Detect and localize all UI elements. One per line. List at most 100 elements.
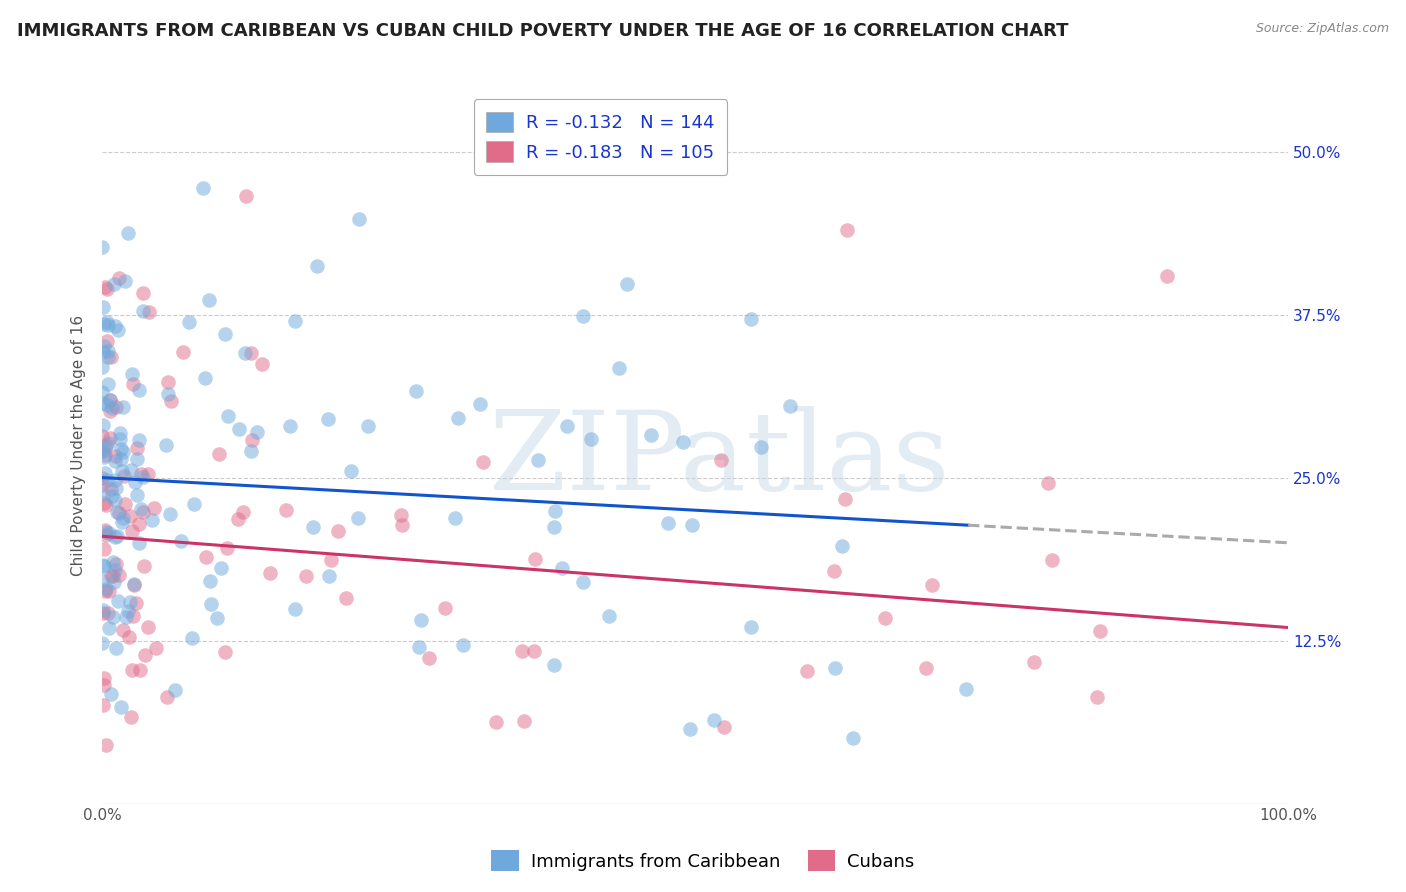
- Point: [183, 497, 205, 511]
- Point: [93, 444, 115, 458]
- Point: [94, 466, 117, 480]
- Point: [703, 713, 725, 727]
- Point: [91, 418, 114, 433]
- Point: [93, 678, 115, 692]
- Point: [91, 345, 114, 359]
- Point: [96, 334, 118, 348]
- Point: [526, 452, 548, 467]
- Point: [214, 645, 236, 659]
- Point: [200, 597, 222, 611]
- Point: [91, 428, 114, 442]
- Point: [98, 404, 121, 418]
- Point: [94, 448, 117, 462]
- Point: [97, 584, 120, 599]
- Point: [921, 578, 943, 592]
- Point: [131, 502, 153, 516]
- Point: [159, 507, 181, 521]
- Point: [91, 359, 114, 374]
- Point: [121, 663, 143, 677]
- Point: [418, 651, 440, 665]
- Point: [226, 512, 249, 526]
- Point: [444, 510, 467, 524]
- Point: [111, 515, 134, 529]
- Point: [107, 505, 129, 519]
- Point: [94, 280, 117, 294]
- Point: [295, 568, 318, 582]
- Point: [232, 505, 254, 519]
- Point: [156, 375, 179, 389]
- Point: [831, 539, 853, 553]
- Point: [93, 558, 115, 573]
- Text: ZIPatlas: ZIPatlas: [489, 406, 949, 513]
- Point: [132, 505, 155, 519]
- Point: [114, 274, 136, 288]
- Point: [108, 568, 131, 582]
- Text: IMMIGRANTS FROM CARIBBEAN VS CUBAN CHILD POVERTY UNDER THE AGE OF 16 CORRELATION: IMMIGRANTS FROM CARIBBEAN VS CUBAN CHILD…: [17, 22, 1069, 40]
- Point: [468, 397, 491, 411]
- Point: [198, 293, 221, 308]
- Point: [391, 517, 413, 532]
- Point: [125, 596, 148, 610]
- Point: [91, 240, 114, 254]
- Point: [93, 450, 115, 465]
- Point: [172, 344, 194, 359]
- Point: [110, 442, 132, 456]
- Point: [215, 541, 238, 555]
- Point: [122, 578, 145, 592]
- Point: [318, 411, 340, 425]
- Point: [132, 559, 155, 574]
- Point: [105, 640, 128, 655]
- Point: [93, 671, 115, 685]
- Point: [523, 644, 546, 658]
- Point: [100, 350, 122, 364]
- Point: [679, 723, 702, 737]
- Legend: R = -0.132   N = 144, R = -0.183   N = 105: R = -0.132 N = 144, R = -0.183 N = 105: [474, 99, 727, 175]
- Point: [284, 601, 307, 615]
- Point: [1038, 475, 1060, 490]
- Point: [250, 357, 273, 371]
- Point: [347, 211, 370, 226]
- Y-axis label: Child Poverty Under the Age of 16: Child Poverty Under the Age of 16: [72, 314, 86, 575]
- Point: [834, 491, 856, 506]
- Point: [405, 384, 427, 398]
- Point: [181, 631, 204, 645]
- Point: [955, 681, 977, 696]
- Point: [91, 442, 114, 457]
- Point: [681, 518, 703, 533]
- Point: [96, 474, 118, 488]
- Point: [93, 541, 115, 556]
- Point: [96, 282, 118, 296]
- Point: [451, 638, 474, 652]
- Point: [543, 657, 565, 672]
- Point: [408, 640, 430, 655]
- Point: [208, 447, 231, 461]
- Point: [145, 640, 167, 655]
- Point: [1156, 268, 1178, 283]
- Point: [128, 536, 150, 550]
- Point: [131, 467, 153, 481]
- Point: [96, 606, 118, 620]
- Point: [713, 720, 735, 734]
- Point: [572, 310, 595, 324]
- Point: [132, 304, 155, 318]
- Point: [94, 498, 117, 512]
- Point: [128, 433, 150, 447]
- Point: [389, 508, 412, 522]
- Point: [1040, 553, 1063, 567]
- Point: [97, 344, 120, 359]
- Point: [98, 393, 121, 408]
- Point: [523, 552, 546, 566]
- Point: [93, 583, 115, 598]
- Point: [156, 690, 179, 704]
- Point: [434, 601, 457, 615]
- Point: [118, 508, 141, 523]
- Point: [136, 620, 159, 634]
- Point: [326, 524, 349, 538]
- Point: [121, 377, 143, 392]
- Point: [93, 441, 115, 455]
- Point: [93, 317, 115, 331]
- Point: [543, 520, 565, 534]
- Point: [672, 435, 695, 450]
- Point: [91, 477, 114, 491]
- Point: [710, 452, 733, 467]
